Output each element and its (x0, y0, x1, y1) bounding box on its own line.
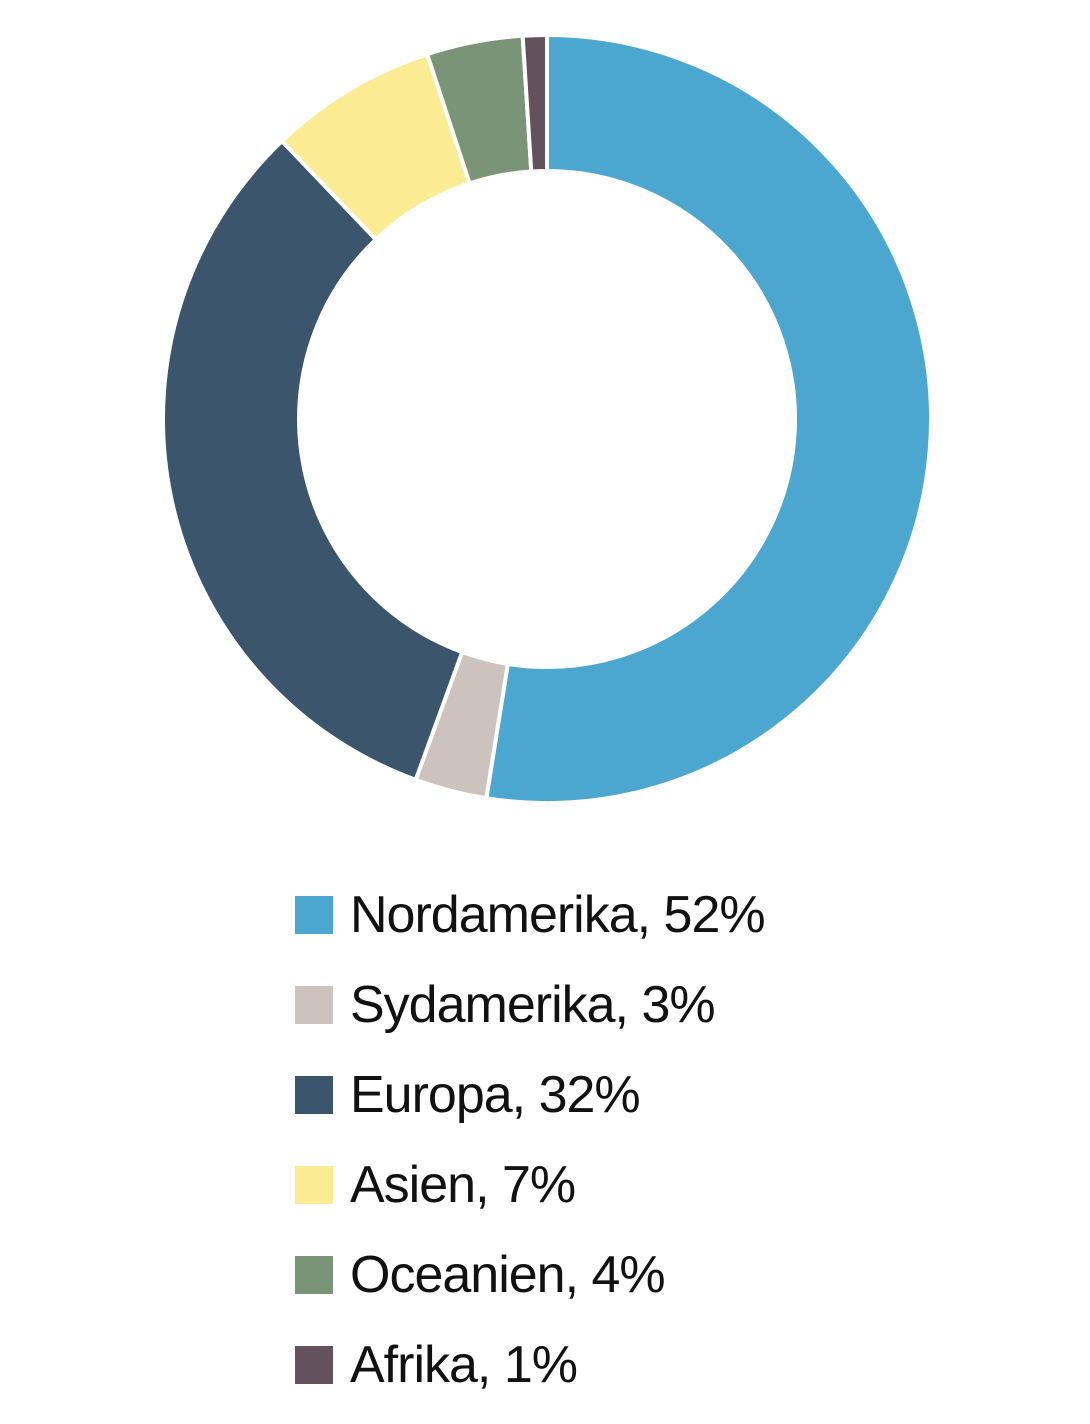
legend-swatch (295, 1166, 333, 1204)
legend-item-europa: Europa, 32% (295, 1050, 1055, 1140)
slice-europa (161, 138, 465, 783)
legend-swatch (295, 1256, 333, 1294)
legend-swatch (295, 1076, 333, 1114)
legend-swatch (295, 986, 333, 1024)
legend-item-oceanien: Oceanien, 4% (295, 1230, 1055, 1320)
legend-item-nordamerika: Nordamerika, 52% (295, 870, 1055, 960)
legend-item-asien: Asien, 7% (295, 1140, 1055, 1230)
legend-label: Nordamerika, 52% (350, 886, 766, 944)
legend: Nordamerika, 52% Sydamerika, 3% Europa, 32… (295, 870, 1055, 1410)
legend-label: Afrika, 1% (350, 1336, 578, 1394)
legend-swatch (295, 1346, 333, 1384)
slice-nordamerika (484, 32, 933, 805)
legend-label: Europa, 32% (350, 1066, 641, 1124)
slice-afrika (520, 32, 549, 174)
legend-item-afrika: Afrika, 1% (295, 1320, 1055, 1410)
legend-item-sydamerika: Sydamerika, 3% (295, 960, 1055, 1050)
legend-label: Asien, 7% (350, 1156, 576, 1214)
legend-label: Sydamerika, 3% (350, 976, 716, 1034)
legend-label: Oceanien, 4% (350, 1246, 666, 1304)
donut-chart (161, 32, 933, 805)
legend-swatch (295, 896, 333, 934)
